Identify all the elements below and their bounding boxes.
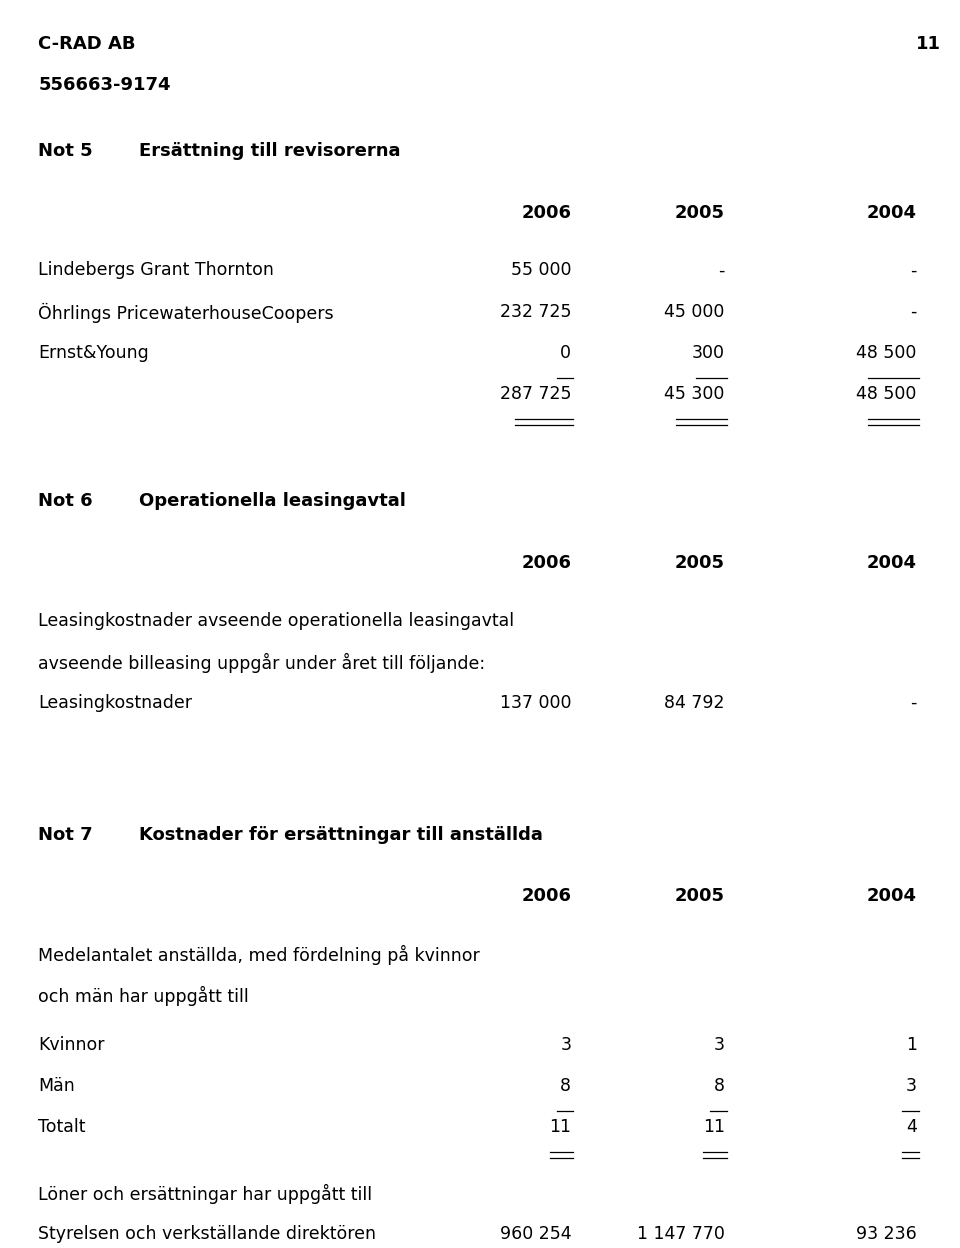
Text: Operationella leasingavtal: Operationella leasingavtal [139,492,406,510]
Text: 2006: 2006 [521,887,571,906]
Text: Not 5: Not 5 [38,142,93,160]
Text: 300: 300 [692,344,725,362]
Text: 2006: 2006 [521,554,571,572]
Text: Kvinnor: Kvinnor [38,1036,105,1053]
Text: C-RAD AB: C-RAD AB [38,35,136,52]
Text: -: - [910,694,917,711]
Text: Kostnader för ersättningar till anställda: Kostnader för ersättningar till anställd… [139,826,543,844]
Text: och män har uppgått till: och män har uppgått till [38,986,250,1006]
Text: 8: 8 [561,1077,571,1094]
Text: 2005: 2005 [675,887,725,906]
Text: 45 000: 45 000 [664,303,725,321]
Text: 2004: 2004 [867,203,917,222]
Text: 8: 8 [714,1077,725,1094]
Text: Not 6: Not 6 [38,492,93,510]
Text: Leasingkostnader avseende operationella leasingavtal: Leasingkostnader avseende operationella … [38,612,515,629]
Text: 11: 11 [916,35,941,52]
Text: Män: Män [38,1077,75,1094]
Text: 2006: 2006 [521,203,571,222]
Text: 45 300: 45 300 [664,386,725,403]
Text: 48 500: 48 500 [856,344,917,362]
Text: 11: 11 [549,1118,571,1136]
Text: Totalt: Totalt [38,1118,85,1136]
Text: 11: 11 [703,1118,725,1136]
Text: 93 236: 93 236 [856,1226,917,1243]
Text: Styrelsen och verkställande direktören: Styrelsen och verkställande direktören [38,1226,376,1243]
Text: Leasingkostnader: Leasingkostnader [38,694,192,711]
Text: Not 7: Not 7 [38,826,93,844]
Text: Ernst&Young: Ernst&Young [38,344,149,362]
Text: -: - [910,303,917,321]
Text: 0: 0 [561,344,571,362]
Text: 3: 3 [561,1036,571,1053]
Text: 556663-9174: 556663-9174 [38,76,171,94]
Text: 55 000: 55 000 [511,262,571,280]
Text: 137 000: 137 000 [500,694,571,711]
Text: 1 147 770: 1 147 770 [636,1226,725,1243]
Text: Lindebergs Grant Thornton: Lindebergs Grant Thornton [38,262,275,280]
Text: 960 254: 960 254 [499,1226,571,1243]
Text: 287 725: 287 725 [500,386,571,403]
Text: 4: 4 [906,1118,917,1136]
Text: Öhrlings PricewaterhouseCoopers: Öhrlings PricewaterhouseCoopers [38,303,334,323]
Text: 48 500: 48 500 [856,386,917,403]
Text: 1: 1 [906,1036,917,1053]
Text: Löner och ersättningar har uppgått till: Löner och ersättningar har uppgått till [38,1184,372,1204]
Text: 2004: 2004 [867,887,917,906]
Text: avseende billeasing uppgår under året till följande:: avseende billeasing uppgår under året ti… [38,653,486,673]
Text: Ersättning till revisorerna: Ersättning till revisorerna [139,142,400,160]
Text: 2004: 2004 [867,554,917,572]
Text: Medelantalet anställda, med fördelning på kvinnor: Medelantalet anställda, med fördelning p… [38,945,480,965]
Text: -: - [718,262,725,280]
Text: 3: 3 [714,1036,725,1053]
Text: -: - [910,262,917,280]
Text: 2005: 2005 [675,554,725,572]
Text: 84 792: 84 792 [664,694,725,711]
Text: 2005: 2005 [675,203,725,222]
Text: 3: 3 [906,1077,917,1094]
Text: 232 725: 232 725 [500,303,571,321]
